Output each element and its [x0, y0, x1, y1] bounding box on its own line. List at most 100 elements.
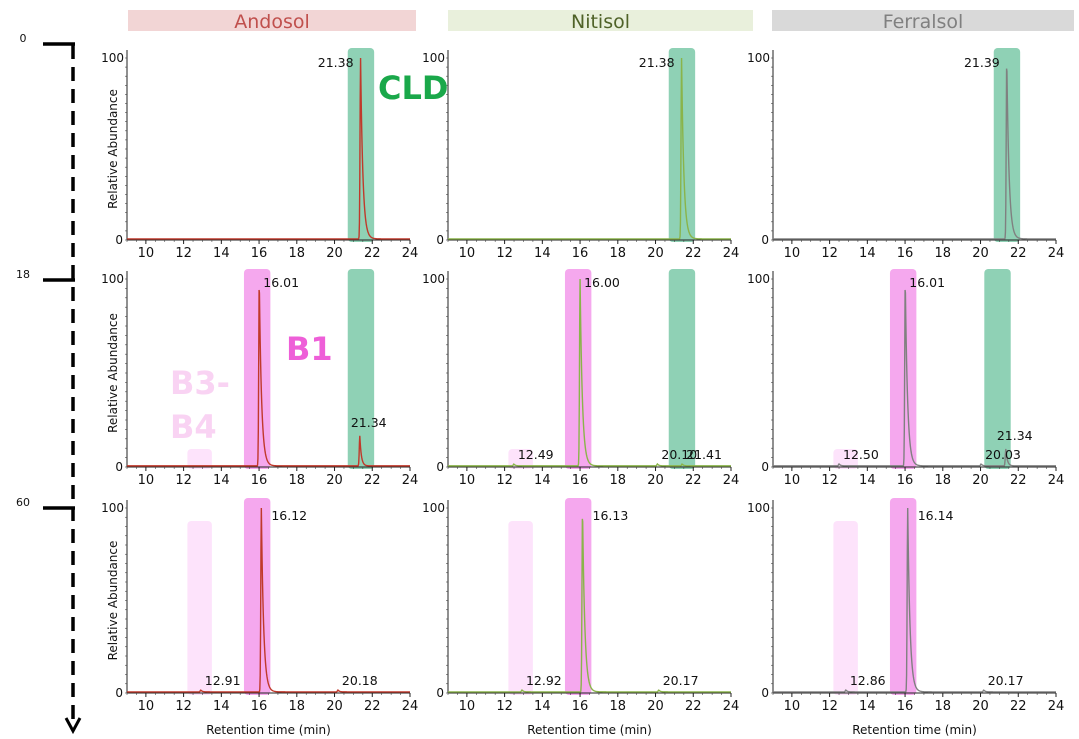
chromatogram-trace: [448, 57, 731, 240]
x-tick-label: 22: [1010, 473, 1027, 488]
peak-retention-label: 12.50: [843, 447, 879, 462]
x-tick-label: 20: [326, 699, 343, 714]
peak-retention-label: 16.01: [909, 275, 945, 290]
b1-compound-label: B1: [286, 330, 333, 368]
y-tick-label-0: 0: [115, 686, 123, 700]
column-header-nitisol: Nitisol: [448, 10, 753, 33]
chromatogram-panel-r0-c2: 10 12 14 16 18 20 22 24 100 0 21.39: [747, 48, 1064, 261]
chromatogram-panel-r1-c0: 10 12 14 16 18 20 22 24 100 0 Relative Abundance 16…: [101, 269, 418, 488]
chromatogram-panel-r0-c1: 10 12 14 16 18 20 22 24 100 0 21.38: [422, 48, 739, 261]
x-tick-label: 20: [972, 246, 989, 261]
peak-retention-label: 16.12: [271, 508, 307, 523]
x-tick-label: 22: [364, 699, 381, 714]
column-header-bg: [448, 10, 753, 31]
time-axis: 0 18 60: [16, 32, 82, 735]
y-tick-label-100: 100: [422, 51, 445, 65]
chromatogram-panel-r2-c1: 10 12 14 16 18 20 22 24 100 0 Retention time (min)…: [422, 498, 739, 737]
peak-retention-label: 20.17: [663, 673, 699, 688]
x-tick-label: 22: [685, 699, 702, 714]
x-tick-label: 10: [784, 473, 801, 488]
peak-retention-label: 12.92: [526, 673, 562, 688]
y-axis-title: Relative Abundance: [106, 89, 120, 209]
y-tick-label-0: 0: [761, 460, 769, 474]
time-tick-label: 60: [16, 496, 30, 509]
peak-retention-label: 21.34: [351, 415, 387, 430]
x-tick-label: 18: [289, 473, 306, 488]
chromatogram-trace: [127, 57, 410, 240]
column-header-bg: [128, 10, 416, 31]
peak-retention-label: 21.38: [318, 55, 354, 70]
b3-compound-label: B3-: [170, 364, 230, 402]
chromatogram-trace: [773, 507, 1056, 693]
chromatogram-panel-r0-c0: 10 12 14 16 18 20 22 24 100 0 Relative Abundance 21…: [101, 48, 418, 261]
y-tick-label-100: 100: [747, 272, 770, 286]
b1-highlight-band: [564, 269, 592, 469]
y-axis-title: Relative Abundance: [106, 313, 120, 433]
chromatogram-trace: [448, 518, 731, 693]
x-tick-label: 10: [459, 473, 476, 488]
x-tick-label: 16: [572, 699, 589, 714]
x-tick-label: 12: [175, 473, 192, 488]
y-axis-title: Relative Abundance: [106, 541, 120, 661]
x-tick-label: 14: [213, 699, 230, 714]
chromatogram-trace: [448, 278, 731, 467]
peak-retention-label: 12.91: [205, 673, 241, 688]
x-tick-label: 12: [821, 473, 838, 488]
x-tick-label: 18: [935, 699, 952, 714]
peak-retention-label: 21.39: [964, 55, 1000, 70]
x-tick-label: 18: [935, 473, 952, 488]
x-tick-label: 12: [175, 699, 192, 714]
x-tick-label: 22: [1010, 246, 1027, 261]
column-header-bg: [772, 10, 1074, 31]
y-tick-label-100: 100: [422, 272, 445, 286]
x-tick-label: 14: [859, 246, 876, 261]
x-tick-label: 10: [784, 699, 801, 714]
b34-highlight-band: [833, 520, 858, 695]
b34-highlight-band: [508, 520, 533, 695]
x-tick-label: 14: [213, 473, 230, 488]
x-tick-label: 18: [289, 246, 306, 261]
x-tick-label: 16: [572, 246, 589, 261]
x-tick-label: 12: [821, 699, 838, 714]
x-tick-label: 10: [784, 246, 801, 261]
x-tick-label: 22: [1010, 699, 1027, 714]
chromatogram-trace: [127, 289, 410, 467]
x-tick-label: 20: [647, 699, 664, 714]
peak-retention-label: 21.38: [639, 55, 675, 70]
x-tick-label: 20: [326, 246, 343, 261]
x-tick-label: 14: [534, 473, 551, 488]
time-tick-label: 0: [20, 32, 27, 45]
x-tick-label: 12: [175, 246, 192, 261]
x-axis-title: Retention time (min): [852, 723, 977, 737]
x-tick-label: 22: [364, 473, 381, 488]
x-tick-label: 14: [213, 246, 230, 261]
peak-retention-label: 20.18: [342, 673, 378, 688]
peak-retention-label: 16.00: [584, 275, 620, 290]
x-tick-label: 16: [572, 473, 589, 488]
y-tick-label-100: 100: [101, 272, 124, 286]
y-tick-label-0: 0: [115, 233, 123, 247]
x-tick-label: 14: [534, 246, 551, 261]
peak-retention-label: 21.41: [686, 447, 722, 462]
x-tick-label: 16: [897, 473, 914, 488]
cld-highlight-band: [668, 269, 696, 469]
x-tick-label: 10: [138, 699, 155, 714]
x-tick-label: 24: [1048, 473, 1065, 488]
time-tick-label: 18: [16, 268, 30, 281]
peak-retention-label: 20.03: [985, 447, 1021, 462]
peak-retention-label: 20.10: [661, 447, 697, 462]
peak-retention-label: 16.14: [918, 508, 954, 523]
x-tick-label: 18: [935, 246, 952, 261]
cld-highlight-band: [347, 269, 375, 469]
x-tick-label: 22: [364, 246, 381, 261]
y-tick-label-0: 0: [115, 460, 123, 474]
y-tick-label-100: 100: [101, 51, 124, 65]
arrow-down-icon: [64, 717, 82, 735]
x-tick-label: 24: [1048, 699, 1065, 714]
cld-highlight-band: [347, 48, 375, 242]
x-tick-label: 20: [972, 699, 989, 714]
peak-retention-label: 12.49: [518, 447, 554, 462]
y-tick-label-0: 0: [761, 686, 769, 700]
x-tick-label: 10: [459, 699, 476, 714]
